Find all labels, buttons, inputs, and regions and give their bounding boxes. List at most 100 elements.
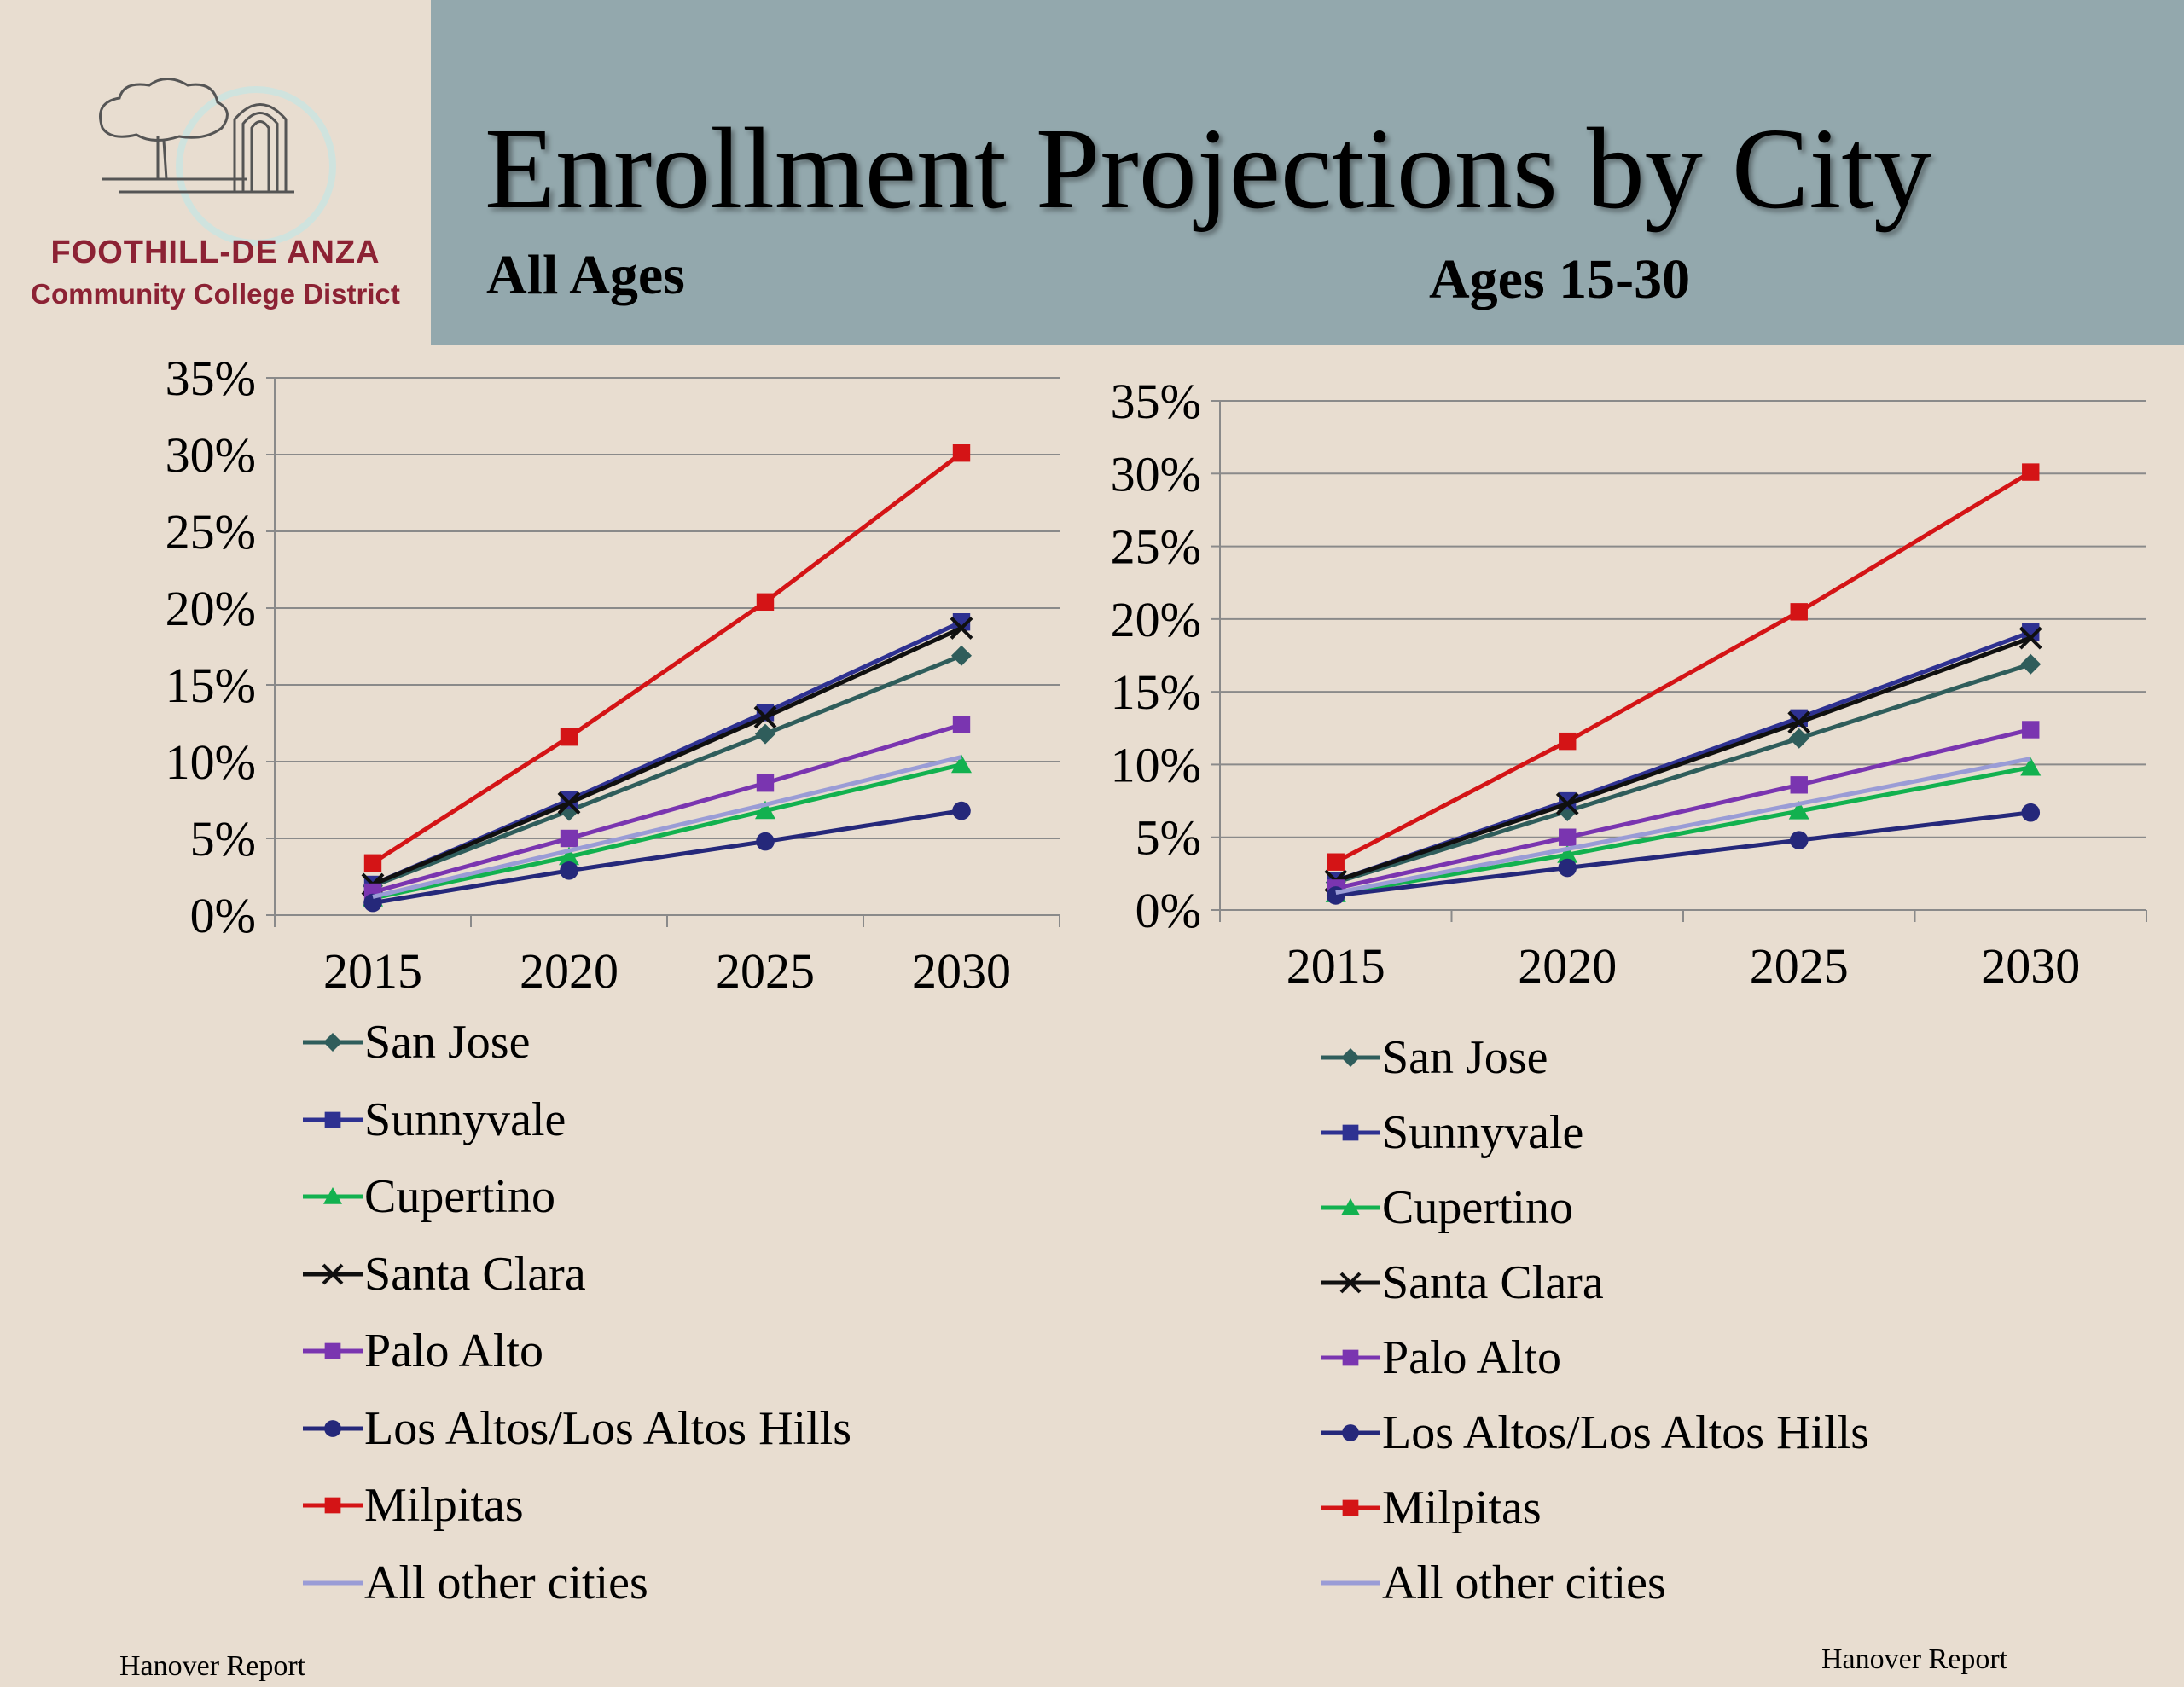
logo-subtitle: Community College District (31, 278, 400, 310)
y-tick-label: 35% (1111, 374, 1201, 429)
series-line-all-other-cities (1335, 757, 2031, 895)
legend-label: Cupertino (364, 1170, 555, 1223)
legend-item: Los Altos/Los Altos Hills (1321, 1406, 2174, 1474)
legend-label: Sunnyvale (364, 1093, 566, 1146)
legend-marker (324, 1111, 341, 1128)
legend-label: Milpitas (1382, 1481, 1542, 1534)
data-point-san-jose (2020, 653, 2042, 675)
data-point-santa-clara (950, 616, 973, 640)
legend-item: San Jose (303, 1015, 1156, 1083)
y-tick-label: 30% (166, 427, 256, 483)
legend-label: San Jose (1382, 1031, 1548, 1084)
series-santa-clara (361, 616, 973, 896)
legend-swatch-cupertino (1321, 1198, 1380, 1215)
y-tick-label: 35% (166, 351, 256, 406)
data-point-los-altos-los-altos-hills (756, 832, 775, 851)
chart-left-title: All Ages (486, 244, 685, 306)
chart-right-title: Ages 15-30 (1429, 248, 1691, 310)
legend-swatch-milpitas (303, 1497, 363, 1514)
series-milpitas (363, 444, 971, 872)
legend-item: All other cities (303, 1556, 1156, 1624)
legend-item: Cupertino (303, 1169, 1156, 1238)
legend-item: San Jose (1321, 1030, 2174, 1099)
data-point-sunnyvale (952, 613, 971, 631)
y-tick-label: 15% (1111, 664, 1201, 720)
series-line-milpitas (1334, 470, 2032, 864)
legend-item: Cupertino (1321, 1180, 2174, 1249)
data-point-san-jose (1788, 728, 1809, 749)
legend-swatch-cupertino (303, 1187, 363, 1204)
data-point-milpitas (1327, 853, 1345, 871)
data-point-milpitas (756, 593, 775, 611)
legend-swatch-los-altos-los-altos-hills (303, 1419, 363, 1437)
legend-item: Milpitas (303, 1478, 1156, 1546)
legend-marker (1341, 1198, 1360, 1215)
data-point-cupertino (1788, 801, 1809, 820)
legend-swatch-sunnyvale (1321, 1124, 1380, 1141)
legend-marker (1342, 1349, 1359, 1366)
legend-item: Palo Alto (303, 1324, 1156, 1392)
data-point-los-altos-los-altos-hills (1789, 831, 1809, 849)
data-point-santa-clara (557, 791, 581, 815)
data-point-cupertino (755, 800, 775, 820)
legend-label: Los Altos/Los Altos Hills (1382, 1406, 1869, 1459)
legend-item: Palo Alto (1321, 1330, 2174, 1399)
legend-item: Los Altos/Los Altos Hills (303, 1401, 1156, 1470)
legend-item: Milpitas (1321, 1481, 2174, 1549)
legend-marker (323, 1033, 342, 1052)
legend-swatch-los-altos-los-altos-hills (1321, 1424, 1380, 1441)
y-tick-label: 10% (1111, 737, 1201, 792)
data-point-milpitas (952, 444, 971, 462)
series-line-los-altos-los-altos-hills (372, 809, 962, 906)
series-line-los-altos-los-altos-hills (1335, 810, 2031, 898)
legend-marker (324, 1497, 341, 1514)
y-tick-label: 30% (1111, 446, 1201, 501)
x-tick-label: 2025 (716, 943, 815, 999)
legend-swatch-santa-clara (1321, 1272, 1380, 1294)
legend-marker (322, 1263, 344, 1284)
logo: FOOTHILL-DE ANZA Community College Distr… (0, 0, 431, 345)
data-point-los-altos-los-altos-hills (560, 861, 578, 880)
legend-item: All other cities (1321, 1556, 2174, 1624)
data-point-los-altos-los-altos-hills (952, 801, 971, 820)
data-point-milpitas (2022, 463, 2040, 481)
x-tick-label: 2020 (1518, 938, 1617, 994)
y-tick-label: 5% (190, 811, 256, 867)
series-line-santa-clara (1334, 635, 2032, 884)
logo-name: FOOTHILL-DE ANZA (50, 235, 380, 270)
series-line-santa-clara (372, 626, 963, 887)
x-tick-label: 2015 (323, 943, 422, 999)
legend-label: All other cities (364, 1556, 648, 1609)
series-line-san-jose (372, 653, 962, 889)
legend-marker (324, 1342, 341, 1359)
series-milpitas (1327, 463, 2040, 871)
data-point-san-jose (755, 723, 775, 745)
data-point-palo-alto (1559, 828, 1577, 846)
y-tick-label: 25% (166, 504, 256, 559)
legend-swatch-sunnyvale (303, 1111, 363, 1128)
legend-item: Santa Clara (303, 1247, 1156, 1315)
x-tick-label: 2025 (1750, 938, 1849, 994)
y-tick-label: 0% (190, 888, 256, 943)
data-point-cupertino (559, 846, 579, 866)
x-tick-label: 2030 (912, 943, 1011, 999)
data-point-cupertino (2020, 757, 2042, 776)
legend-label: Los Altos/Los Altos Hills (364, 1401, 851, 1455)
legend-swatch-palo-alto (303, 1342, 363, 1359)
series-line-palo-alto (372, 722, 962, 895)
y-tick-label: 20% (166, 581, 256, 636)
page-title: Enrollment Projections by City (485, 105, 1932, 233)
data-point-milpitas (363, 854, 382, 872)
data-point-palo-alto (560, 829, 578, 848)
data-point-santa-clara (753, 705, 777, 729)
y-tick-label: 15% (166, 658, 256, 713)
legend-label: Cupertino (1382, 1181, 1573, 1234)
data-point-los-altos-los-altos-hills (1558, 858, 1577, 878)
series-line-cupertino (1335, 765, 2031, 896)
legend-label: Palo Alto (1382, 1331, 1562, 1384)
legend-label: San Jose (364, 1016, 531, 1069)
series-los-altos-los-altos-hills (363, 801, 971, 913)
legend-marker (323, 1187, 342, 1204)
data-point-milpitas (1559, 732, 1577, 751)
